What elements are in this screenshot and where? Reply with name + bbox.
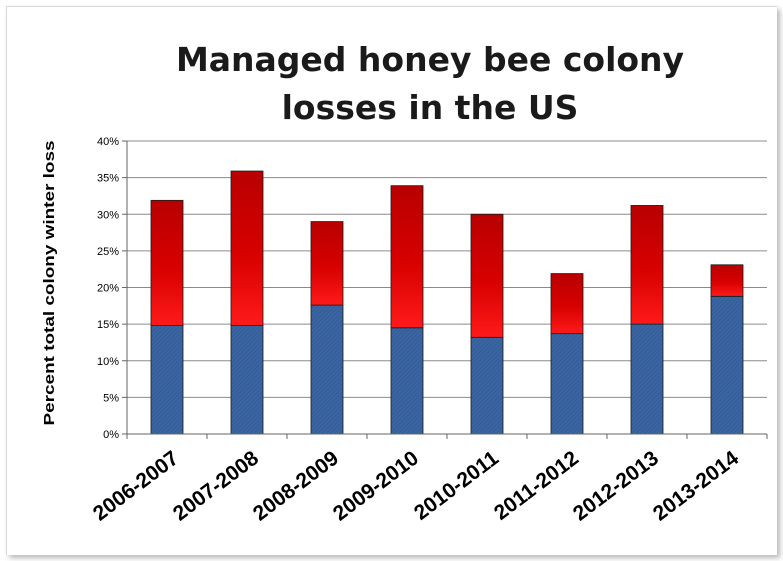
bar-segment-lower xyxy=(150,325,184,435)
y-tick-label: 15% xyxy=(97,319,119,331)
y-tick-label: 20% xyxy=(97,283,119,295)
bar-segment-lower xyxy=(630,323,664,435)
bar-segment-upper xyxy=(550,273,584,335)
bar-segment-lower xyxy=(390,327,424,435)
x-tick-label: 2013-2014 xyxy=(649,446,743,525)
bar-segment-lower xyxy=(310,304,344,435)
y-tick-label: 0% xyxy=(103,429,119,441)
bar-segment-lower xyxy=(710,295,744,435)
x-tick-label: 2011-2012 xyxy=(490,447,583,525)
x-tick-label: 2007-2008 xyxy=(169,446,263,525)
y-axis-label: Percent total colony winter loss xyxy=(41,141,58,426)
y-tick-label: 35% xyxy=(97,173,119,185)
y-tick-label: 30% xyxy=(97,209,119,221)
x-tick-label: 2010-2011 xyxy=(410,446,503,524)
chart-title-line-2: losses in the US xyxy=(281,88,579,127)
bar-segment-upper xyxy=(630,205,664,325)
bar-segment-upper xyxy=(470,213,504,338)
x-tick-label: 2008-2009 xyxy=(249,447,343,526)
bar-segment-lower xyxy=(550,333,584,435)
bar-segment-upper xyxy=(710,264,744,297)
bar-segment-lower xyxy=(230,325,264,435)
bar-segment-upper xyxy=(150,199,184,326)
bar-segment-upper xyxy=(230,170,264,326)
y-tick-label: 10% xyxy=(97,356,119,368)
bar-segment-upper xyxy=(390,185,424,329)
bar-segment-upper xyxy=(310,221,344,306)
chart-title-line-1: Managed honey bee colony xyxy=(175,40,685,79)
y-tick-label: 40% xyxy=(97,136,119,148)
x-tick-label: 2006-2007 xyxy=(89,447,183,526)
x-tick-label: 2009-2010 xyxy=(329,447,423,526)
bar-segment-lower xyxy=(470,336,504,435)
y-tick-label: 5% xyxy=(103,392,119,404)
x-tick-label: 2012-2013 xyxy=(569,447,663,526)
y-tick-label: 25% xyxy=(97,246,119,258)
